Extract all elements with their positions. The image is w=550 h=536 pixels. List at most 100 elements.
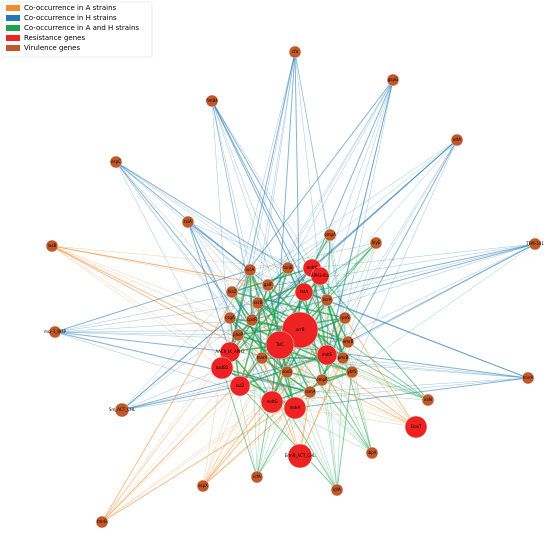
edge bbox=[54, 269, 251, 333]
legend-swatch bbox=[6, 35, 20, 41]
edge bbox=[261, 357, 529, 379]
legend-label: Co-occurrence in A and H strains bbox=[24, 24, 139, 32]
resistance-gene-node bbox=[210, 356, 234, 380]
node-label: pmrB bbox=[338, 355, 349, 360]
edge bbox=[329, 234, 346, 319]
edge bbox=[294, 51, 301, 331]
node-label: tsiA bbox=[184, 219, 192, 224]
edge bbox=[229, 51, 296, 353]
virulence-gene-node bbox=[95, 515, 109, 529]
node-label: ErmB_ACT_CHL bbox=[285, 453, 316, 458]
edge bbox=[351, 243, 536, 373]
virulence-gene-node bbox=[521, 371, 535, 385]
edge bbox=[51, 245, 296, 409]
edge bbox=[121, 267, 289, 411]
node-label: mdrA bbox=[290, 405, 301, 410]
edge bbox=[347, 341, 373, 454]
node-label: TolC bbox=[275, 342, 284, 347]
edge bbox=[101, 269, 251, 523]
virulence-gene-node bbox=[369, 236, 383, 250]
edge bbox=[249, 242, 377, 271]
edge bbox=[54, 331, 231, 353]
node-label: galF bbox=[264, 282, 273, 287]
node-label: mdtK bbox=[307, 265, 318, 270]
edge bbox=[115, 161, 328, 301]
node-label: soxS bbox=[282, 369, 292, 374]
virulence-gene-node bbox=[231, 328, 245, 342]
node-label: acrB bbox=[295, 327, 304, 332]
node-label: mcr-1_BMP bbox=[44, 329, 67, 334]
edge bbox=[101, 391, 311, 523]
resistance-gene-node bbox=[229, 375, 251, 397]
edge bbox=[115, 161, 263, 359]
node-label: csgA bbox=[225, 315, 235, 320]
resistance-gene-node bbox=[310, 266, 330, 286]
edge bbox=[54, 329, 301, 333]
edge bbox=[287, 234, 331, 269]
edge bbox=[344, 317, 417, 428]
virulence-gene-node bbox=[338, 311, 352, 325]
node-label: hlyE bbox=[372, 240, 381, 245]
edge bbox=[101, 401, 273, 523]
resistance-gene-node bbox=[265, 330, 295, 360]
edge bbox=[211, 100, 251, 271]
edge bbox=[121, 267, 313, 411]
edge bbox=[344, 79, 394, 319]
edge bbox=[299, 275, 321, 457]
edge bbox=[229, 51, 296, 319]
edge bbox=[51, 245, 288, 373]
node-label: fimB4 bbox=[206, 98, 218, 103]
node-label: ramA bbox=[305, 389, 316, 394]
node-label: TEM-181 bbox=[525, 241, 544, 246]
edge bbox=[211, 100, 321, 277]
virulence-gene-node bbox=[320, 293, 334, 307]
edge bbox=[299, 242, 377, 331]
virulence-gene-node bbox=[48, 325, 62, 339]
node-label: espC bbox=[111, 159, 121, 164]
edge bbox=[303, 291, 417, 428]
edge bbox=[202, 367, 223, 487]
edge bbox=[115, 161, 288, 373]
edge bbox=[336, 371, 353, 491]
resistance-gene-node bbox=[283, 396, 307, 420]
node-label: iroN bbox=[424, 397, 432, 402]
legend-label: Resistance genes bbox=[24, 34, 85, 42]
node-label: mdtE bbox=[322, 352, 333, 357]
legend-box bbox=[1, 1, 153, 58]
node-label: tetA bbox=[300, 289, 309, 294]
edge bbox=[326, 243, 536, 356]
node-label: iucA bbox=[246, 267, 255, 272]
node-label: Sm_ACT_CHL bbox=[109, 407, 136, 412]
edge bbox=[256, 357, 263, 478]
node-label: cfa bbox=[292, 49, 299, 54]
resistance-gene-node bbox=[316, 344, 338, 366]
edge bbox=[267, 284, 338, 491]
edge bbox=[202, 407, 296, 487]
edge bbox=[229, 243, 536, 319]
edge bbox=[221, 367, 417, 428]
virulence-gene-node bbox=[421, 393, 435, 407]
edge bbox=[121, 385, 241, 411]
edge bbox=[229, 351, 258, 478]
edge bbox=[202, 379, 323, 487]
edge bbox=[347, 139, 458, 343]
node-label: lasB bbox=[48, 243, 57, 248]
edge bbox=[229, 317, 373, 454]
node-label: AAC6_IK_APH2 bbox=[215, 349, 245, 354]
edge bbox=[347, 243, 536, 343]
edge bbox=[351, 371, 373, 454]
edge bbox=[321, 379, 417, 428]
node-label: mvrA bbox=[523, 375, 534, 380]
edge bbox=[249, 269, 258, 478]
node-label: tonB bbox=[283, 265, 293, 270]
virulence-gene-node bbox=[386, 73, 400, 87]
node-label: phoP bbox=[233, 332, 244, 337]
edge bbox=[342, 357, 529, 379]
edge bbox=[287, 79, 394, 269]
legend-swatch bbox=[6, 5, 20, 11]
edge bbox=[309, 377, 529, 393]
resistance-gene-node bbox=[294, 282, 314, 302]
node-label: icfA bbox=[253, 474, 261, 479]
node-label: eltA bbox=[453, 137, 461, 142]
